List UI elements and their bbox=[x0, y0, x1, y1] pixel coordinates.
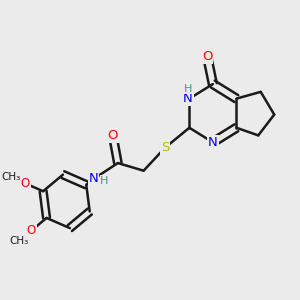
Text: S: S bbox=[161, 141, 169, 154]
Text: CH₃: CH₃ bbox=[9, 236, 28, 246]
Text: N: N bbox=[183, 92, 193, 105]
Text: N: N bbox=[89, 172, 98, 185]
Text: H: H bbox=[184, 83, 192, 94]
Text: O: O bbox=[20, 177, 30, 190]
Text: O: O bbox=[107, 129, 118, 142]
Text: H: H bbox=[100, 176, 108, 185]
Text: CH₃: CH₃ bbox=[1, 172, 20, 182]
Text: O: O bbox=[202, 50, 212, 63]
Text: N: N bbox=[208, 136, 218, 149]
Text: O: O bbox=[27, 224, 36, 237]
